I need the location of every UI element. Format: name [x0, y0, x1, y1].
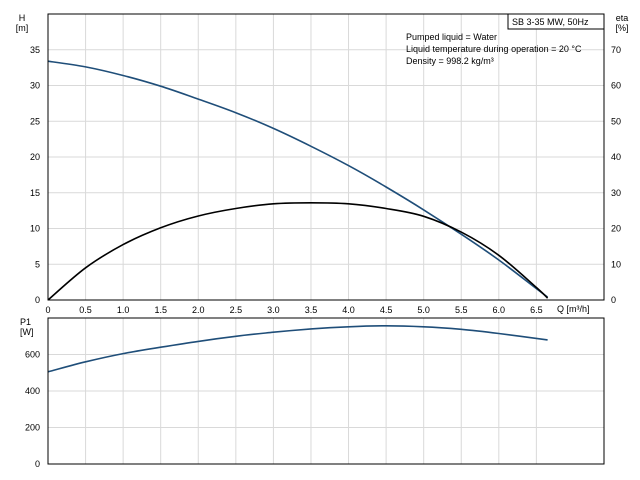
- y-right-tick-label: 0: [611, 295, 616, 305]
- x-tick-label: 4.0: [342, 305, 355, 315]
- curve-layer: [47, 60, 549, 373]
- power-curve: [47, 324, 548, 373]
- p1-tick-label: 400: [25, 386, 40, 396]
- pump-model-badge-box: [507, 13, 605, 30]
- top-panel-grid: [48, 14, 604, 300]
- p1-tick-label: 600: [25, 350, 40, 360]
- y-right-axis-label: eta: [616, 13, 629, 23]
- y-right-tick-label: 70: [611, 45, 621, 55]
- pump-model-badge: SB 3-35 MW, 50Hz: [512, 17, 589, 27]
- p1-axis-unit: [W]: [20, 327, 34, 337]
- x-tick-label: 6.0: [493, 305, 506, 315]
- x-tick-label: 2.5: [230, 305, 243, 315]
- p1-tick-label: 200: [25, 423, 40, 433]
- x-tick-label: 5.0: [417, 305, 430, 315]
- info-line-temperature: Liquid temperature during operation = 20…: [406, 44, 582, 54]
- info-line-liquid: Pumped liquid = Water: [406, 32, 497, 42]
- x-tick-label: 3.5: [305, 305, 318, 315]
- y-right-tick-label: 60: [611, 81, 621, 91]
- x-tick-label: 1.0: [117, 305, 130, 315]
- y-left-tick-label: 25: [30, 116, 40, 126]
- info-line-density: Density = 998.2 kg/m³: [406, 56, 494, 66]
- x-tick-label: 5.5: [455, 305, 468, 315]
- y-left-axis-unit: [m]: [16, 23, 29, 33]
- y-right-tick-label: 50: [611, 116, 621, 126]
- x-tick-label: 0.5: [79, 305, 92, 315]
- y-left-tick-label: 0: [35, 295, 40, 305]
- p1-axis-label: P1: [20, 317, 31, 327]
- y-right-tick-label: 20: [611, 224, 621, 234]
- y-left-tick-label: 35: [30, 45, 40, 55]
- top-panel-frame: [47, 13, 605, 301]
- x-tick-label: 4.5: [380, 305, 393, 315]
- y-left-tick-label: 10: [30, 224, 40, 234]
- bottom-panel-grid: [48, 318, 604, 464]
- tick-label-layer: 0 0.5 1.0 1.5 2.0 2.5 3.0 3.5 4.0 4.5 5.0 5.5 6.0 6.5…: [25, 45, 621, 469]
- y-right-axis-unit: [%]: [615, 23, 628, 33]
- y-left-axis-label: H: [19, 13, 26, 23]
- y-right-tick-label: 10: [611, 259, 621, 269]
- x-tick-label: 1.5: [154, 305, 167, 315]
- efficiency-curve: [47, 201, 549, 301]
- x-tick-label: 6.5: [530, 305, 543, 315]
- y-left-tick-label: 15: [30, 188, 40, 198]
- head-curve: [47, 60, 549, 298]
- x-tick-label: 3.0: [267, 305, 280, 315]
- y-right-tick-label: 40: [611, 152, 621, 162]
- bottom-panel-frame: [47, 317, 605, 465]
- x-tick-label: 0: [45, 305, 50, 315]
- p1-tick-label: 0: [35, 459, 40, 469]
- y-right-tick-label: 30: [611, 188, 621, 198]
- y-left-tick-label: 20: [30, 152, 40, 162]
- y-left-tick-label: 30: [30, 81, 40, 91]
- x-axis-label: Q [m³/h]: [557, 304, 590, 314]
- x-tick-label: 2.0: [192, 305, 205, 315]
- y-left-tick-label: 5: [35, 259, 40, 269]
